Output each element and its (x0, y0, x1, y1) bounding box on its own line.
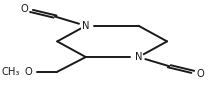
Text: O: O (25, 67, 33, 77)
Text: N: N (135, 52, 142, 62)
Text: O: O (20, 4, 28, 14)
Text: CH₃: CH₃ (2, 67, 20, 77)
Text: O: O (196, 69, 204, 79)
Text: N: N (82, 21, 89, 31)
